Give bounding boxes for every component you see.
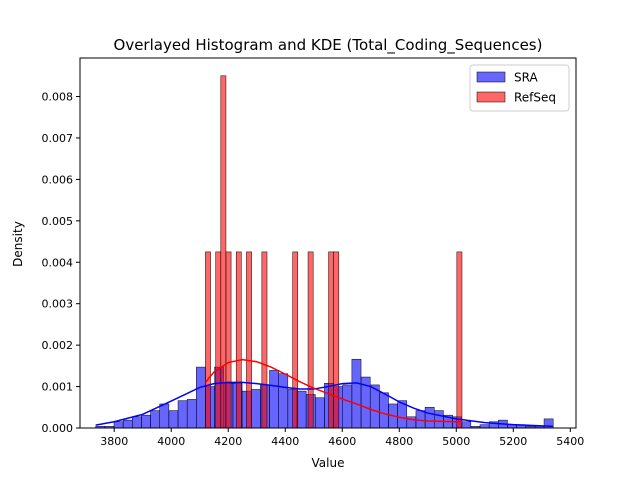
x-tick-label: 4000 — [157, 435, 185, 448]
bar-sra — [159, 403, 170, 429]
legend-label-sra: SRA — [514, 71, 538, 85]
legend-swatch-sra — [476, 71, 506, 83]
bar-refseq — [246, 251, 252, 429]
bar-sra — [132, 416, 142, 429]
bar-sra — [177, 400, 188, 429]
bar-refseq — [225, 251, 232, 429]
x-tick-label: 4600 — [328, 435, 356, 448]
bar-refseq — [220, 75, 227, 429]
bar-refseq — [215, 251, 222, 429]
y-tick-label: 0.005 — [42, 215, 74, 228]
x-tick-label: 3800 — [100, 435, 128, 448]
bar-sra — [113, 421, 124, 429]
plot-area: 3800 4000 4200 4400 4600 4800 5000 5200 5400 0.00… — [42, 57, 584, 448]
bar-sra — [433, 410, 444, 429]
y-tick-label: 0.001 — [42, 381, 74, 394]
chart-title: Overlayed Histogram and KDE (Total_Codin… — [114, 36, 543, 55]
x-tick-label: 5200 — [499, 435, 527, 448]
bar-refseq — [292, 251, 299, 429]
bar-sra — [250, 389, 261, 429]
y-tick-label: 0.004 — [42, 256, 74, 269]
bar-refseq — [235, 251, 242, 429]
series-refseq-bars — [205, 75, 463, 429]
bar-sra — [351, 358, 362, 429]
x-tick-label: 4200 — [214, 435, 242, 448]
bar-refseq — [333, 251, 340, 429]
bar-refseq — [261, 251, 268, 429]
bar-sra — [122, 419, 133, 429]
bar-sra — [379, 392, 389, 429]
bar-sra — [196, 366, 206, 429]
bar-sra — [150, 410, 160, 429]
y-tick-label: 0.008 — [42, 91, 74, 104]
bar-sra — [168, 410, 179, 429]
bar-sra — [186, 399, 197, 429]
bar-sra — [369, 384, 380, 429]
bar-refseq — [456, 251, 463, 429]
bar-sra — [315, 397, 325, 429]
bar-sra — [461, 421, 472, 429]
y-tick-label: 0.002 — [42, 339, 74, 352]
bar-sra — [278, 373, 289, 429]
bar-sra — [424, 407, 435, 429]
series-sra-bars — [95, 358, 554, 429]
bar-sra — [141, 414, 151, 429]
axes-frame — [79, 57, 577, 429]
x-tick-label: 5400 — [556, 435, 584, 448]
bar-refseq — [307, 251, 314, 429]
y-tick-label: 0.003 — [42, 298, 74, 311]
kde-line-refseq — [204, 358, 462, 423]
bar-sra — [342, 384, 353, 429]
bar-sra — [269, 370, 279, 429]
y-tick-label: 0.000 — [42, 422, 74, 435]
x-tick-label: 4800 — [385, 435, 413, 448]
legend: SRA RefSeq — [469, 64, 570, 112]
kde-line-sra — [95, 381, 554, 428]
y-tick-label: 0.006 — [42, 173, 74, 186]
bar-refseq — [328, 251, 334, 429]
legend-label-refseq: RefSeq — [514, 91, 556, 105]
legend-swatch-refseq — [476, 91, 506, 103]
bar-refseq — [205, 251, 211, 429]
bar-sra — [296, 390, 307, 429]
x-tick-label: 4400 — [271, 435, 299, 448]
x-axis-label: Value — [312, 456, 345, 470]
y-axis-label: Density — [11, 221, 25, 267]
y-tick-label: 0.007 — [42, 132, 74, 145]
x-tick-label: 5000 — [442, 435, 470, 448]
